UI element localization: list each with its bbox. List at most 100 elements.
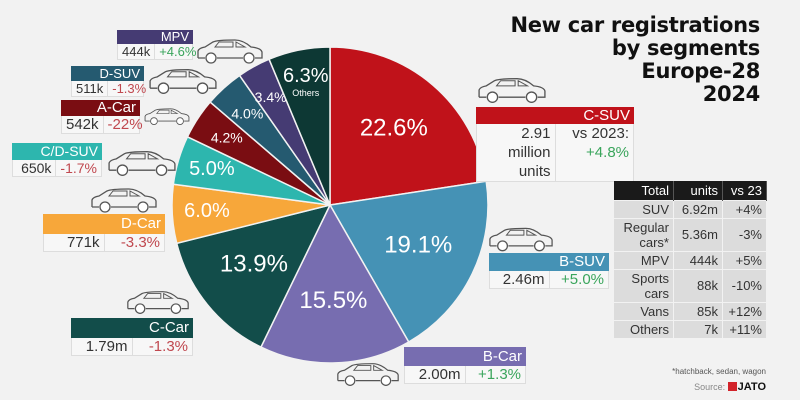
table-cell: 85k (673, 301, 723, 321)
table-cell: 5.36m (673, 217, 723, 252)
table-cell: +12% (722, 301, 767, 321)
label-change: -3.3% (120, 234, 160, 251)
label-header: C-Car (71, 318, 193, 338)
label-bsuv: B-SUV 2.46m +5.0% (489, 253, 609, 289)
table-row: Sports cars 88k -10% (613, 268, 767, 303)
label-units: 2.91 million (507, 125, 551, 161)
table-row: SUV 6.92m +4% (613, 199, 767, 219)
label-units: 1.79m (72, 338, 133, 355)
label-header: A-Car (61, 100, 140, 116)
table-cell: +11% (722, 319, 767, 339)
table-cell: Others (613, 319, 674, 339)
dsuv-car-icon (147, 68, 219, 96)
table-row: MPV 444k +5% (613, 250, 767, 270)
table-row: Others 7k +11% (613, 319, 767, 339)
totals-table: Total units vs 23 SUV 6.92m +4% Regular cars*… (613, 181, 767, 339)
chart-title: New car registrations by segments Europe… (510, 14, 760, 106)
label-units: 511k (72, 81, 109, 96)
label-change: -1.3% (148, 338, 188, 355)
table-cell: 6.92m (673, 199, 723, 219)
table-cell: -3% (722, 217, 767, 252)
slice-label: 4.0% (231, 106, 263, 122)
title-line: 2024 (702, 82, 761, 106)
label-change: -22% (107, 116, 143, 133)
source-label: Source: (694, 382, 726, 392)
table-cell: SUV (613, 199, 674, 219)
source: Source: JATO (694, 381, 766, 393)
label-units: 444k (118, 44, 156, 59)
label-csuv: C-SUV 2.91 million units vs 2023: +4.8% (476, 107, 634, 182)
title-line: Europe-28 (641, 59, 760, 83)
label-header: B-Car (404, 347, 526, 366)
label-units: 650k (13, 160, 57, 176)
table-cell: -10% (722, 268, 767, 303)
csuv-car-icon (476, 76, 548, 106)
label-change: +5.0% (561, 271, 604, 288)
label-header: MPV (117, 30, 193, 44)
label-change: +4.8% (586, 144, 629, 161)
label-change: +1.3% (478, 366, 521, 383)
table-cell: Sports cars (613, 268, 674, 303)
slice-label: 3.4% (255, 89, 287, 105)
footnote: *hatchback, sedan, wagon (672, 367, 766, 376)
label-units: 2.00m (405, 366, 466, 383)
label-units: units (518, 163, 551, 180)
label-header: C/D-SUV (12, 143, 102, 160)
slice-label: 13.9% (220, 251, 288, 278)
pie-slice-c-car (175, 203, 332, 349)
label-change-prefix: vs 2023: (572, 125, 629, 142)
table-cell: 444k (673, 250, 723, 270)
pie-slice-others (268, 46, 331, 206)
table-header: units (673, 181, 723, 200)
mpv-car-icon (195, 38, 265, 66)
slice-label: 15.5% (299, 287, 367, 314)
jato-logo-icon (727, 382, 737, 391)
bsuv-car-icon (487, 226, 555, 254)
slice-sublabel: Others (292, 88, 320, 98)
table-header: vs 23 (722, 181, 767, 200)
label-header: B-SUV (489, 253, 609, 271)
label-ccar: C-Car 1.79m -1.3% (71, 318, 193, 356)
slice-label: 22.6% (360, 115, 428, 142)
label-dsuv: D-SUV 511k -1.3% (71, 66, 146, 97)
bcar-car-icon (335, 362, 401, 388)
slice-label: 5.0% (189, 158, 235, 180)
label-header: D-SUV (71, 66, 144, 81)
table-cell: 88k (673, 268, 723, 303)
source-brand: JATO (737, 381, 766, 393)
table-cell: +5% (722, 250, 767, 270)
label-change: +4.6% (159, 44, 197, 59)
cdsuv-car-icon (106, 150, 178, 178)
label-cdsuv: C/D-SUV 650k -1.7% (12, 143, 102, 177)
label-header: C-SUV (476, 107, 634, 124)
label-units: 771k (44, 234, 105, 251)
label-change: -1.3% (112, 81, 147, 96)
label-bcar: B-Car 2.00m +1.3% (404, 347, 526, 384)
slice-label: 4.2% (211, 130, 243, 146)
slice-label: 19.1% (384, 232, 452, 259)
slice-label: 6.0% (184, 200, 230, 222)
acar-car-icon (143, 104, 191, 130)
label-units: 2.46m (490, 271, 550, 288)
table-cell: MPV (613, 250, 674, 270)
table-cell: Regular cars* (613, 217, 674, 252)
table-cell: 7k (673, 319, 723, 339)
label-mpv: MPV 444k +4.6% (117, 30, 196, 60)
label-change: -1.7% (60, 160, 97, 176)
table-header: Total (613, 181, 674, 200)
slice-label: 6.3% (283, 65, 329, 87)
pie-slice-b-car (259, 203, 410, 364)
title-line: New car registrations (510, 13, 760, 37)
table-row: Regular cars* 5.36m -3% (613, 217, 767, 252)
label-dcar: D-Car 771k -3.3% (43, 214, 165, 252)
ccar-car-icon (125, 290, 191, 316)
pie-slice-b-suv (328, 180, 489, 344)
table-row: Vans 85k +12% (613, 301, 767, 321)
table-cell: Vans (613, 301, 674, 321)
label-header: D-Car (43, 214, 165, 234)
label-units: 542k (62, 116, 104, 133)
title-line: by segments (611, 36, 760, 60)
label-acar: A-Car 542k -22% (61, 100, 143, 134)
dcar-car-icon (82, 188, 166, 214)
